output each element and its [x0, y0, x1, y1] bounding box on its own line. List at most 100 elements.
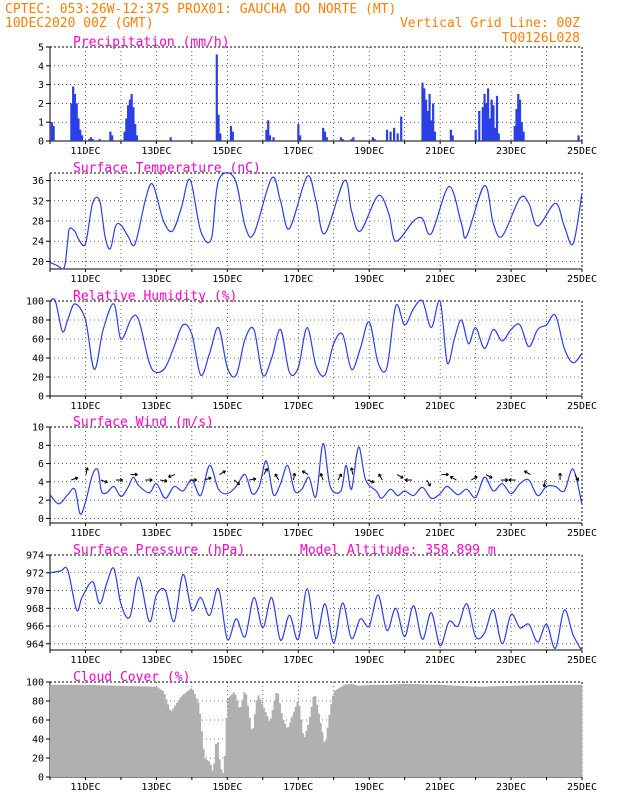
- wind-arrow-head: [164, 478, 168, 483]
- precip-bar: [515, 109, 518, 141]
- cloud-bar: [394, 684, 397, 777]
- cloud-bar: [443, 685, 446, 777]
- precip-bar: [522, 131, 525, 141]
- header-date: 10DEC2020 00Z (GMT): [5, 16, 154, 31]
- cloud-bar: [502, 686, 505, 777]
- cloud-bar: [434, 684, 437, 777]
- cloud-bar: [578, 684, 581, 777]
- y-tick-label: 10: [32, 423, 44, 434]
- panel-rh: 0 20 40 60 80 100 11DEC 13DEC 15DEC 17DEC 19DEC 21D…: [26, 289, 597, 412]
- wind-arrow-shaft: [485, 474, 493, 479]
- cloud-bar: [179, 697, 182, 777]
- cloud-bar: [500, 686, 503, 777]
- cloud-bar: [496, 686, 500, 777]
- cloud-bar: [507, 685, 510, 777]
- cloud-bar: [333, 690, 336, 777]
- cloud-bar: [168, 709, 171, 777]
- cloud-bar: [207, 761, 210, 777]
- y-tick-label: 0: [38, 137, 44, 148]
- y-tick-label: 80: [32, 697, 44, 708]
- x-date-label: 25DEC: [567, 782, 597, 793]
- precip-bar: [474, 129, 477, 141]
- panel-cloud: 0 20 40 60 80 100 11DEC 13DEC 15DEC 17DEC 19DEC 21D…: [26, 670, 597, 793]
- cloud-bar: [534, 685, 537, 777]
- precip-bar: [89, 137, 92, 141]
- cloud-bar: [149, 686, 152, 777]
- cloud-bar: [463, 686, 466, 777]
- x-date-label: 23DEC: [496, 655, 526, 666]
- cloud-bar: [220, 769, 223, 777]
- cloud-bar: [574, 684, 578, 777]
- cloud-bar: [305, 730, 308, 777]
- cloud-bar: [553, 684, 556, 777]
- wind-arrow-shaft: [426, 479, 431, 487]
- precip-bar: [517, 94, 520, 141]
- cloud-bar: [546, 684, 549, 777]
- precip-bar: [231, 131, 234, 141]
- cloud-bar: [106, 685, 109, 777]
- precip-bar: [451, 135, 454, 141]
- cloud-bar: [170, 711, 173, 777]
- y-tick-label: 100: [26, 297, 44, 308]
- cloud-bar: [87, 684, 90, 777]
- x-date-label: 15DEC: [212, 528, 242, 539]
- cloud-bar: [477, 686, 480, 777]
- cloud-bar: [358, 685, 361, 777]
- cloud-bar: [96, 685, 99, 777]
- wind-arrow-shaft: [337, 473, 342, 481]
- cloud-bar: [518, 685, 521, 777]
- cloud-bar: [413, 684, 416, 777]
- cloud-bar: [273, 701, 276, 777]
- cloud-bar: [191, 689, 195, 777]
- cloud-bar: [542, 684, 546, 777]
- cloud-bar: [216, 742, 219, 777]
- y-tick-label: 100: [26, 678, 44, 689]
- precip-bar: [494, 127, 497, 141]
- cloud-bar: [408, 684, 411, 777]
- cloud-bar: [129, 686, 132, 777]
- cloud-bar: [372, 684, 375, 777]
- cloud-bar: [175, 702, 179, 777]
- y-tick-label: 968: [26, 604, 44, 615]
- cloud-bar: [493, 686, 496, 777]
- cloud-bar: [51, 684, 54, 777]
- cloud-bar: [230, 694, 234, 777]
- panel-temp: 20 24 28 32 36 11DEC 13DEC 15DEC 17DEC 19DEC 21DEC…: [32, 161, 597, 285]
- cloud-bar: [376, 684, 379, 777]
- cloud-bar: [527, 685, 530, 777]
- cloud-bar: [92, 685, 95, 777]
- cloud-bar: [457, 685, 461, 777]
- cloud-bar: [108, 685, 111, 777]
- cloud-bar: [73, 684, 76, 777]
- cloud-bar: [234, 694, 237, 777]
- cloud-bar: [243, 692, 246, 777]
- cloud-bar: [119, 685, 122, 777]
- y-tick-label: 5: [38, 43, 44, 54]
- cloud-bar: [78, 684, 81, 777]
- cloud-bar: [257, 695, 260, 777]
- wind-arrow-shaft: [470, 476, 478, 481]
- cloud-bar: [120, 685, 124, 777]
- precip-bar: [396, 133, 399, 141]
- precip-bar: [325, 137, 328, 141]
- cloud-bar: [472, 686, 475, 777]
- x-date-label: 23DEC: [496, 528, 526, 539]
- cloud-bar: [133, 686, 136, 777]
- wind-arrow-head: [84, 467, 89, 471]
- cloud-bar: [516, 685, 519, 777]
- y-tick-label: 6: [38, 459, 44, 470]
- cloud-bar: [324, 740, 328, 777]
- x-date-label: 23DEC: [496, 401, 526, 412]
- cloud-bar: [548, 684, 551, 777]
- y-tick-label: 2: [38, 99, 44, 110]
- cloud-bar: [445, 685, 448, 777]
- wind-arrow-shaft: [543, 479, 546, 488]
- cloud-bar: [374, 684, 377, 777]
- cloud-bar: [291, 716, 294, 777]
- cloud-bar: [237, 707, 241, 777]
- x-date-label: 13DEC: [141, 146, 171, 157]
- cloud-bar: [280, 713, 283, 777]
- cloud-bar: [480, 686, 484, 777]
- x-date-label: 15DEC: [212, 782, 242, 793]
- cloud-bar: [335, 689, 338, 777]
